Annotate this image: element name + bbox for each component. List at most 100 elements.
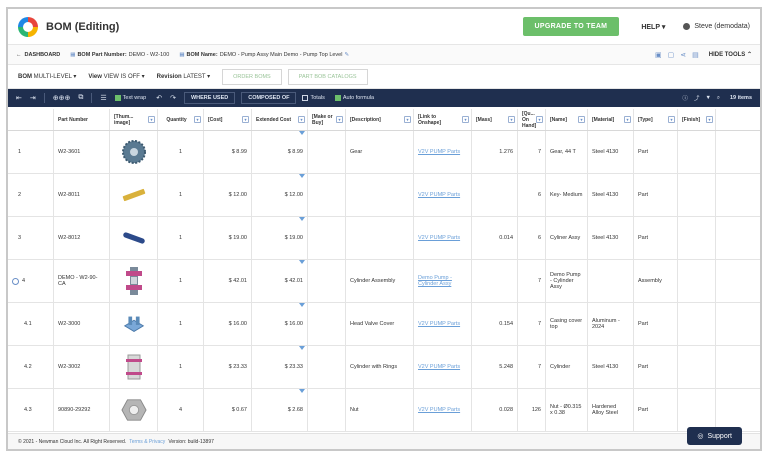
on-hand-cell[interactable]: 7 (518, 303, 546, 345)
hide-tools-button[interactable]: HIDE TOOLS ⌃ (708, 52, 752, 58)
thumbnail-cell[interactable] (110, 389, 158, 431)
make-buy-cell[interactable] (308, 389, 346, 431)
where-used-button[interactable]: WHERE USED (183, 92, 236, 104)
finish-cell[interactable] (678, 260, 716, 302)
mass-cell[interactable]: 0.154 (472, 303, 518, 345)
onshape-link-value[interactable]: V2V PUMP Parts (418, 235, 461, 241)
make-buy-cell[interactable] (308, 131, 346, 173)
make-buy-cell[interactable] (308, 217, 346, 259)
user-menu[interactable]: Steve (demodata) (683, 23, 750, 30)
onshape-link-value[interactable]: Demo Pump - Cylinder Assy (418, 275, 452, 287)
part-number-cell[interactable]: W2-8011 (54, 174, 110, 216)
comment-icon[interactable]: ▢ (667, 51, 675, 59)
column-header[interactable]: [Make or Buy] ▾ (308, 109, 346, 130)
onshape-link-value[interactable]: V2V PUMP Parts (418, 192, 461, 198)
column-header[interactable]: [Name] ▾ (546, 109, 588, 130)
info-icon[interactable]: ⓘ (682, 96, 688, 102)
level-cell[interactable]: 1 (8, 131, 54, 173)
order-boms-button[interactable]: ORDER BOMS (222, 68, 282, 85)
column-filter-icon[interactable]: ▾ (536, 116, 543, 123)
part-number-cell[interactable]: W2-3601 (54, 131, 110, 173)
material-cell[interactable]: Steel 4130 (588, 131, 634, 173)
column-header[interactable]: [Link to Onshape] ▾ (414, 109, 472, 130)
type-cell[interactable]: Part (634, 346, 678, 388)
type-cell[interactable]: Part (634, 131, 678, 173)
column-filter-icon[interactable]: ▾ (578, 116, 585, 123)
onshape-link-cell[interactable]: V2V PUMP Parts (414, 131, 472, 173)
onshape-link-cell[interactable]: V2V PUMP Parts (414, 217, 472, 259)
undo-icon[interactable]: ↶ (156, 95, 163, 102)
description-cell[interactable]: Head Valve Cover (346, 303, 414, 345)
quantity-cell[interactable]: 1 (158, 346, 204, 388)
part-number-cell[interactable]: W2-3002 (54, 346, 110, 388)
make-buy-cell[interactable] (308, 346, 346, 388)
column-filter-icon[interactable]: ▾ (462, 116, 469, 123)
quantity-cell[interactable]: 1 (158, 131, 204, 173)
dashboard-link[interactable]: ← DASHBOARD (16, 52, 60, 58)
quantity-cell[interactable]: 1 (158, 260, 204, 302)
column-header[interactable]: [Finish] ▾ (678, 109, 716, 130)
redo-icon[interactable]: ↷ (170, 95, 176, 102)
column-filter-icon[interactable]: ▾ (706, 116, 713, 123)
material-cell[interactable]: Steel 4130 (588, 217, 634, 259)
thumbnail-cell[interactable] (110, 217, 158, 259)
table-row[interactable]: 4.2 W2-3002 1 $ 23.33 $ 23.33 Cylinder with R… (8, 346, 760, 389)
quantity-cell[interactable]: 1 (158, 174, 204, 216)
quantity-cell[interactable]: 1 (158, 303, 204, 345)
history-icon[interactable]: ▣ (654, 51, 662, 59)
finish-cell[interactable] (678, 217, 716, 259)
description-cell[interactable] (346, 217, 414, 259)
onshape-link-cell[interactable]: V2V PUMP Parts (414, 389, 472, 431)
column-filter-icon[interactable]: ▾ (336, 116, 343, 123)
type-cell[interactable]: Assembly (634, 260, 678, 302)
name-cell[interactable]: Cylinder (546, 346, 588, 388)
columns-icon[interactable]: ☰ (100, 95, 107, 102)
onshape-link-cell[interactable]: V2V PUMP Parts (414, 174, 472, 216)
column-filter-icon[interactable]: ▾ (668, 116, 675, 123)
column-filter-icon[interactable]: ▾ (194, 116, 201, 123)
thumbnail-cell[interactable] (110, 260, 158, 302)
indent-icon[interactable]: ⇤ (16, 95, 22, 102)
mass-cell[interactable] (472, 174, 518, 216)
view-select[interactable]: View VIEW IS OFF ▾ (88, 73, 144, 80)
search-icon[interactable]: ⌕ (716, 94, 720, 101)
column-header[interactable]: Extended Cost ▾ (252, 109, 308, 130)
column-header[interactable]: [Type] ▾ (634, 109, 678, 130)
part-number-cell[interactable]: 90890-29292 (54, 389, 110, 431)
onshape-link-value[interactable]: V2V PUMP Parts (418, 407, 461, 413)
part-number-cell[interactable]: W2-3000 (54, 303, 110, 345)
on-hand-cell[interactable]: 7 (518, 260, 546, 302)
outdent-icon[interactable]: ⇥ (29, 95, 36, 102)
cost-cell[interactable]: $ 0.67 (204, 389, 252, 431)
on-hand-cell[interactable]: 6 (518, 217, 546, 259)
part-catalogs-button[interactable]: PART BOB CATALOGS (287, 68, 368, 85)
table-row[interactable]: 3 W2-8012 1 $ 19.00 $ 19.00 V2V PUMP Parts 0.0… (8, 217, 760, 260)
column-header[interactable]: [Description] ▾ (346, 109, 414, 130)
name-cell[interactable]: Key- Medium (546, 174, 588, 216)
onshape-link-cell[interactable]: V2V PUMP Parts (414, 303, 472, 345)
text-wrap-toggle[interactable]: Text wrap (114, 95, 146, 101)
name-cell[interactable]: Gear, 44 T (546, 131, 588, 173)
make-buy-cell[interactable] (308, 260, 346, 302)
finish-cell[interactable] (678, 303, 716, 345)
description-cell[interactable]: Nut (346, 389, 414, 431)
column-filter-icon[interactable]: ▾ (242, 116, 249, 123)
column-header[interactable]: [Cost] ▾ (204, 109, 252, 130)
type-cell[interactable]: Part (634, 217, 678, 259)
finish-cell[interactable] (678, 346, 716, 388)
thumbnail-cell[interactable] (110, 174, 158, 216)
material-cell[interactable]: Steel 4130 (588, 346, 634, 388)
cost-cell[interactable]: $ 19.00 (204, 217, 252, 259)
description-cell[interactable] (346, 174, 414, 216)
cost-cell[interactable]: $ 42.01 (204, 260, 252, 302)
part-number-cell[interactable]: W2-8012 (54, 217, 110, 259)
filter-icon[interactable]: ▼ (705, 95, 711, 101)
add-row-icon[interactable]: ⊕⊕⊕ (52, 95, 71, 102)
column-header[interactable]: Part Number (54, 109, 110, 130)
name-cell[interactable]: Demo Pump - Cylinder Assy (546, 260, 588, 302)
level-cell[interactable]: 4.1 (8, 303, 54, 345)
totals-toggle[interactable]: Totals (302, 95, 325, 101)
upgrade-button[interactable]: UPGRADE TO TEAM (522, 17, 620, 36)
bom-level-select[interactable]: BOM MULTI-LEVEL ▾ (18, 73, 76, 80)
terms-link[interactable]: Terms & Privacy (129, 438, 166, 445)
